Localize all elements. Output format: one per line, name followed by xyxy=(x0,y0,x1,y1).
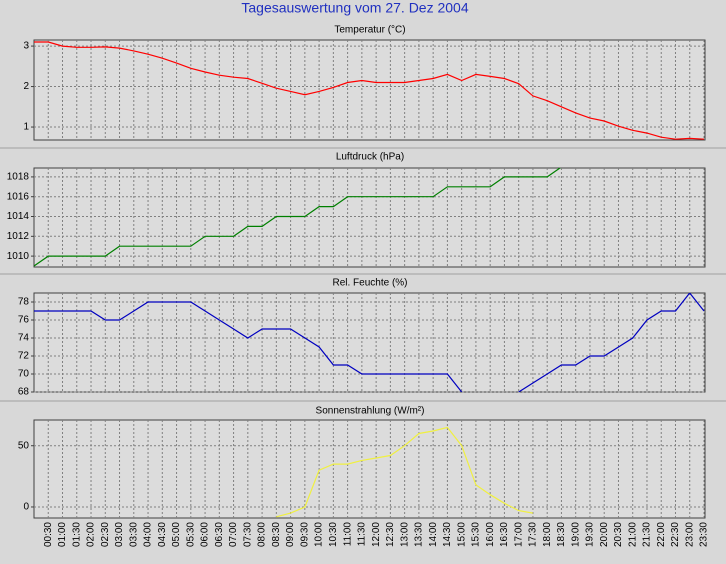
y-tick-label: 2 xyxy=(23,81,29,92)
x-tick-label: 23:00 xyxy=(684,522,695,547)
x-tick-label: 05:30 xyxy=(185,522,196,547)
y-tick-label: 1 xyxy=(23,122,29,133)
y-tick-label: 70 xyxy=(18,369,30,380)
data-line xyxy=(34,41,705,140)
y-tick-label: 68 xyxy=(18,387,30,398)
plot-area xyxy=(33,419,706,519)
x-tick-label: 09:30 xyxy=(299,522,310,547)
x-tick-label: 16:30 xyxy=(499,522,510,547)
x-tick-label: 18:00 xyxy=(542,522,553,547)
x-tick-label: 14:00 xyxy=(428,522,439,547)
x-tick-label: 12:30 xyxy=(385,522,396,547)
x-tick-label: 21:00 xyxy=(627,522,638,547)
x-tick-label: 19:30 xyxy=(585,522,596,547)
y-tick-label: 1010 xyxy=(7,251,30,262)
x-tick-label: 13:00 xyxy=(399,522,410,547)
y-tick-label: 1016 xyxy=(7,191,30,202)
x-tick-label: 21:30 xyxy=(642,522,653,547)
plot-area xyxy=(33,167,706,268)
x-tick-label: 11:30 xyxy=(357,522,368,547)
x-tick-label: 04:30 xyxy=(157,522,168,547)
x-tick-label: 01:30 xyxy=(71,522,82,547)
plot-area xyxy=(33,292,706,393)
x-tick-label: 06:30 xyxy=(214,522,225,547)
x-tick-label: 17:00 xyxy=(513,522,524,547)
panel-title: Luftdruck (hPa) xyxy=(336,152,404,163)
data-line xyxy=(34,293,705,392)
x-tick-label: 22:00 xyxy=(656,522,667,547)
data-line xyxy=(34,168,562,267)
y-tick-label: 50 xyxy=(18,440,30,451)
x-tick-label: 22:30 xyxy=(670,522,681,547)
plot-area xyxy=(33,39,706,141)
x-tick-label: 08:00 xyxy=(257,522,268,547)
y-tick-label: 0 xyxy=(23,502,29,513)
x-tick-label: 00:30 xyxy=(43,522,54,547)
x-tick-label: 09:00 xyxy=(285,522,296,547)
x-tick-label: 15:30 xyxy=(471,522,482,547)
x-tick-label: 07:30 xyxy=(242,522,253,547)
x-tick-label: 20:00 xyxy=(599,522,610,547)
y-tick-label: 72 xyxy=(18,351,30,362)
panel-title: Sonnenstrahlung (W/m²) xyxy=(316,406,425,417)
x-tick-label: 20:30 xyxy=(613,522,624,547)
x-tick-label: 10:30 xyxy=(328,522,339,547)
x-tick-label: 05:00 xyxy=(171,522,182,547)
x-tick-label: 13:30 xyxy=(414,522,425,547)
x-tick-label: 02:30 xyxy=(100,522,111,547)
y-tick-label: 1012 xyxy=(7,231,30,242)
x-tick-label: 23:30 xyxy=(699,522,710,547)
x-tick-label: 16:00 xyxy=(485,522,496,547)
y-tick-label: 76 xyxy=(18,315,30,326)
y-tick-label: 74 xyxy=(18,333,30,344)
x-tick-label: 01:00 xyxy=(57,522,68,547)
x-tick-label: 17:30 xyxy=(528,522,539,547)
x-tick-label: 18:30 xyxy=(556,522,567,547)
panel-title: Rel. Feuchte (%) xyxy=(332,278,407,289)
x-tick-label: 08:30 xyxy=(271,522,282,547)
x-tick-label: 14:30 xyxy=(442,522,453,547)
y-tick-label: 78 xyxy=(18,297,30,308)
x-tick-label: 03:00 xyxy=(114,522,125,547)
y-tick-label: 1014 xyxy=(7,211,30,222)
x-tick-label: 04:00 xyxy=(143,522,154,547)
x-tick-label: 10:00 xyxy=(314,522,325,547)
y-tick-label: 3 xyxy=(23,41,29,52)
x-tick-label: 03:30 xyxy=(128,522,139,547)
x-tick-label: 15:00 xyxy=(456,522,467,547)
x-tick-label: 11:00 xyxy=(342,522,353,547)
panel-title: Temperatur (°C) xyxy=(334,25,405,36)
x-tick-label: 12:00 xyxy=(371,522,382,547)
x-tick-label: 19:00 xyxy=(570,522,581,547)
x-tick-label: 06:00 xyxy=(200,522,211,547)
x-tick-label: 02:00 xyxy=(86,522,97,547)
page-title: Tagesauswertung vom 27. Dez 2004 xyxy=(241,0,468,16)
y-tick-label: 1018 xyxy=(7,172,30,183)
x-tick-label: 07:00 xyxy=(228,522,239,547)
data-line xyxy=(276,426,534,518)
